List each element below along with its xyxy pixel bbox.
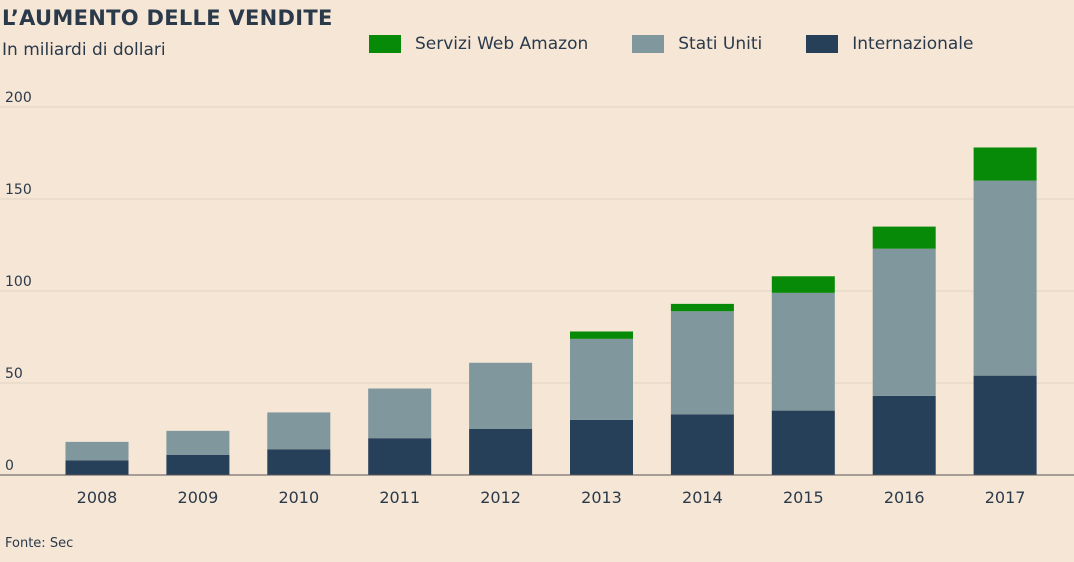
x-tick-label-2016: 2016 <box>884 488 925 507</box>
bar-2009-series-1 <box>166 430 230 455</box>
bar-2016-series-0 <box>872 395 936 475</box>
bar-2009-series-0 <box>166 454 230 475</box>
chart-title: L’AUMENTO DELLE VENDITE <box>2 6 333 30</box>
y-tick-label-200: 200 <box>5 90 32 106</box>
legend-item-us: Stati Uniti <box>632 34 762 54</box>
x-tick-label-2012: 2012 <box>480 488 521 507</box>
legend-label-aws: Servizi Web Amazon <box>415 34 589 54</box>
legend-swatch-us <box>632 35 665 53</box>
x-tick-label-2011: 2011 <box>379 488 420 507</box>
x-tick-label-2014: 2014 <box>682 488 723 507</box>
legend: Servizi Web Amazon Stati Uniti Internazi… <box>369 34 1017 54</box>
legend-label-intl: Internazionale <box>852 34 974 54</box>
bar-2016-series-1 <box>872 248 936 396</box>
legend-swatch-aws <box>369 35 401 53</box>
legend-label-us: Stati Uniti <box>678 34 763 54</box>
y-tick-label-100: 100 <box>5 274 32 290</box>
legend-item-intl: Internazionale <box>806 34 973 54</box>
legend-swatch-intl <box>806 35 839 53</box>
bar-2013-series-1 <box>570 338 633 420</box>
x-tick-label-2010: 2010 <box>278 488 319 507</box>
bar-2017-series-0 <box>973 375 1037 475</box>
bar-2011-series-0 <box>368 438 432 475</box>
bar-2013-series-0 <box>570 419 633 475</box>
bar-2015-series-2 <box>771 276 835 293</box>
x-tick-label-2013: 2013 <box>581 488 622 507</box>
chart-subtitle: In miliardi di dollari <box>2 40 166 60</box>
bar-2014-series-2 <box>670 303 734 312</box>
bar-2015-series-0 <box>771 410 835 475</box>
x-tick-label-2008: 2008 <box>77 488 118 507</box>
y-tick-label-0: 0 <box>5 458 14 474</box>
legend-item-aws: Servizi Web Amazon <box>369 34 588 54</box>
x-tick-label-2009: 2009 <box>178 488 219 507</box>
bar-2008-series-0 <box>65 460 129 475</box>
bar-2011-series-1 <box>368 388 432 439</box>
bar-2017-series-1 <box>973 180 1037 376</box>
bar-2012-series-0 <box>469 429 533 475</box>
bar-2014-series-1 <box>670 311 734 415</box>
bar-2008-series-1 <box>65 441 129 461</box>
source-note: Fonte: Sec <box>5 536 74 551</box>
x-tick-label-2017: 2017 <box>985 488 1026 507</box>
bar-2010-series-1 <box>267 412 331 450</box>
bar-2017-series-2 <box>973 147 1037 181</box>
bar-2016-series-2 <box>872 226 936 249</box>
bar-2014-series-0 <box>670 414 734 475</box>
bar-2012-series-1 <box>469 362 533 429</box>
y-tick-label-50: 50 <box>5 366 23 382</box>
bar-2010-series-0 <box>267 449 331 475</box>
bar-2015-series-1 <box>771 292 835 411</box>
y-tick-label-150: 150 <box>5 182 32 198</box>
bar-2013-series-2 <box>570 331 633 339</box>
x-tick-label-2015: 2015 <box>783 488 824 507</box>
